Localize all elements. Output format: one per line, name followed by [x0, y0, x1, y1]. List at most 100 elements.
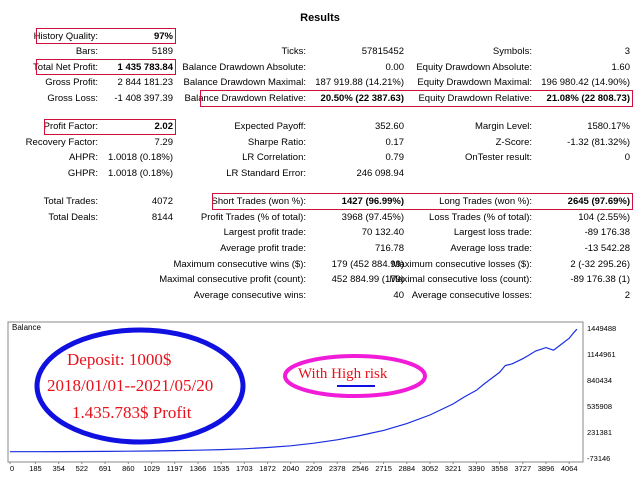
- x-tick-label: 3896: [538, 464, 555, 473]
- stat-value: -13 542.28: [584, 243, 630, 254]
- stat-label: GHPR:: [67, 168, 98, 179]
- stat-label: Expected Payoff:: [234, 121, 306, 132]
- stat-label: Profit Factor:: [43, 121, 98, 132]
- stat-label: Largest loss trade:: [453, 227, 532, 238]
- stat-value: 20.50% (22 387.63): [320, 93, 404, 104]
- stat-value: 1427 (96.99%): [341, 196, 404, 207]
- stat-value: 0.00: [385, 62, 405, 73]
- x-tick-label: 1872: [259, 464, 276, 473]
- stat-label: Total Deals:: [48, 212, 98, 223]
- stat-value: -89 176.38 (1): [570, 274, 630, 285]
- stat-label: Recovery Factor:: [25, 137, 98, 148]
- date-range-label: 2018/01/01--2021/05/20: [47, 376, 214, 395]
- stat-label: Margin Level:: [474, 121, 532, 132]
- stat-value: 70 132.40: [361, 227, 404, 238]
- y-tick-label: 1449488: [587, 324, 616, 333]
- stat-label: Equity Drawdown Relative:: [418, 93, 532, 104]
- stat-value: 21.08% (22 808.73): [546, 93, 630, 104]
- x-tick-label: 3558: [491, 464, 508, 473]
- y-tick-label: -73146: [587, 454, 610, 463]
- stat-label: OnTester result:: [464, 152, 532, 163]
- stat-label: Profit Trades (% of total):: [200, 212, 306, 223]
- stat-value: 452 884.99 (179): [331, 274, 404, 285]
- stat-label: Average loss trade:: [450, 243, 532, 254]
- highlight-relative-drawdown: [200, 90, 633, 107]
- highlight-total-net-profit: [36, 59, 176, 75]
- stat-value: 179 (452 884.99): [331, 259, 404, 270]
- x-tick-label: 354: [52, 464, 65, 473]
- x-tick-label: 522: [76, 464, 89, 473]
- stat-label: Symbols:: [492, 46, 532, 57]
- stat-label: Sharpe Ratio:: [247, 137, 306, 148]
- stat-label: Maximum consecutive wins ($):: [173, 259, 306, 270]
- stat-value: 2: [624, 290, 630, 301]
- stat-label: Maximum consecutive losses ($):: [391, 259, 532, 270]
- stat-value: -1.32 (81.32%): [567, 137, 630, 148]
- stat-value: 1.0018 (0.18%): [108, 152, 173, 163]
- stat-label: Maximal consecutive loss (count):: [389, 274, 532, 285]
- stat-label: Gross Loss:: [47, 93, 98, 104]
- x-tick-label: 1197: [167, 464, 183, 473]
- stat-label: History Quality:: [33, 31, 98, 42]
- stat-label: Long Trades (won %):: [439, 196, 532, 207]
- stat-label: Equity Drawdown Absolute:: [416, 62, 532, 73]
- stat-value: -1 408 397.39: [114, 93, 173, 104]
- stat-label: AHPR:: [68, 152, 98, 163]
- stat-value: 4072: [151, 196, 173, 207]
- stat-value: 0.79: [385, 152, 405, 163]
- annotation-layer: [34, 327, 427, 445]
- deposit-label: Deposit: 1000$: [67, 350, 172, 369]
- profit-label: 1.435.783$ Profit: [72, 403, 192, 422]
- stat-label: Gross Profit:: [45, 77, 98, 88]
- x-tick-label: 185: [29, 464, 42, 473]
- stat-label: Balance Drawdown Absolute:: [182, 62, 306, 73]
- stat-label: Ticks:: [281, 46, 306, 57]
- y-tick-label: 231381: [587, 428, 612, 437]
- stat-label: Z-Score:: [495, 137, 532, 148]
- stat-label: Total Net Profit:: [33, 62, 98, 73]
- stat-value: 187 919.88 (14.21%): [315, 77, 404, 88]
- stat-value: 2 844 181.23: [117, 77, 173, 88]
- stat-value: 3: [624, 46, 630, 57]
- stat-label: Equity Drawdown Maximal:: [417, 77, 532, 88]
- stat-label: Short Trades (won %):: [211, 196, 306, 207]
- x-tick-label: 1366: [190, 464, 207, 473]
- stat-value: 352.60: [374, 121, 404, 132]
- stat-value: 246 098.94: [356, 168, 404, 179]
- x-tick-label: 4064: [561, 464, 578, 473]
- x-tick-label: 2884: [398, 464, 415, 473]
- x-tick-label: 2040: [282, 464, 299, 473]
- stat-label: LR Standard Error:: [226, 168, 306, 179]
- stat-value: 0.17: [385, 137, 405, 148]
- stat-value: 196 980.42 (14.90%): [541, 77, 630, 88]
- x-tick-label: 1029: [143, 464, 160, 473]
- stat-label: Average profit trade:: [220, 243, 306, 254]
- x-tick-label: 2715: [375, 464, 392, 473]
- x-tick-label: 2209: [306, 464, 323, 473]
- stat-value: 1 435 783.84: [117, 62, 173, 73]
- stat-value: 716.78: [374, 243, 404, 254]
- blue-ellipse: [34, 327, 246, 445]
- x-tick-label: 3052: [422, 464, 439, 473]
- stat-value: 5189: [151, 46, 173, 57]
- y-tick-label: 535908: [587, 402, 612, 411]
- stat-value: 1580.17%: [587, 121, 630, 132]
- stat-label: Largest profit trade:: [223, 227, 306, 238]
- x-tick-label: 1703: [236, 464, 253, 473]
- stat-label: Balance Drawdown Maximal:: [183, 77, 307, 88]
- magenta-ellipse: [283, 354, 427, 398]
- stat-value: 2 (-32 295.26): [570, 259, 630, 270]
- x-tick-label: 2378: [329, 464, 346, 473]
- x-tick-label: 0: [10, 464, 14, 473]
- balance-series-line: [10, 328, 578, 453]
- stat-label: Average consecutive losses:: [411, 290, 532, 301]
- x-tick-label: 3221: [445, 464, 462, 473]
- highlight-trades-won: [212, 193, 633, 210]
- x-tick-label: 1535: [213, 464, 230, 473]
- stat-value: 2.02: [154, 121, 174, 132]
- stat-value: -89 176.38: [584, 227, 630, 238]
- x-tick-label: 3727: [514, 464, 531, 473]
- stat-value: 1.60: [611, 62, 631, 73]
- y-tick-label: 840434: [587, 376, 612, 385]
- highlight-profit-factor: [44, 119, 176, 135]
